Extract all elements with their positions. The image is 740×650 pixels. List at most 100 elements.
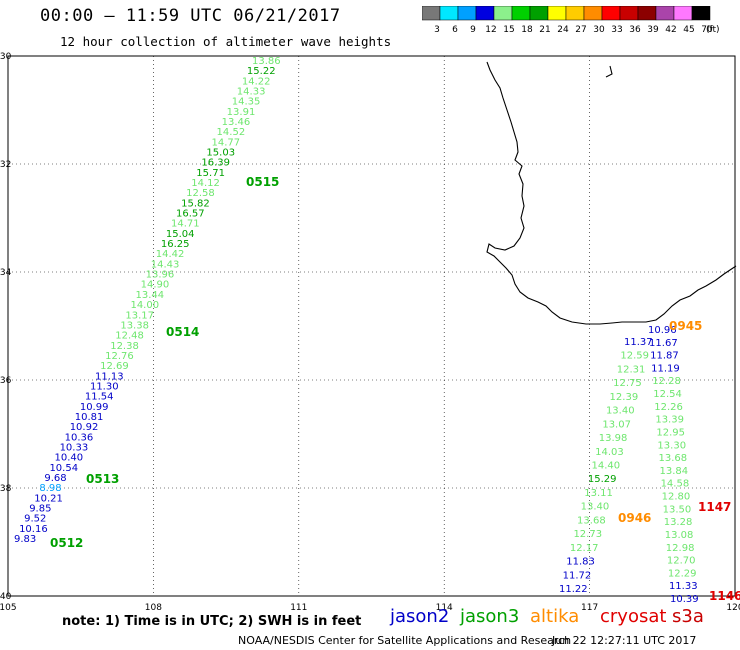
colorbar-label: 70 [701,25,713,35]
swh-value: 13.86 [252,56,281,67]
pass-time: 0513 [86,472,119,486]
swh-value: 10.81 [75,412,104,423]
swh-value: 13.30 [657,440,686,451]
map-subtitle: 12 hour collection of altimeter wave hei… [60,34,392,49]
lon-tick-label: 108 [145,603,162,613]
swh-value: 11.13 [95,371,124,382]
swh-value: 13.50 [663,504,692,515]
legend-cryosat: cryosat [600,606,667,627]
swh-value: 14.71 [171,219,200,230]
colorbar-label: 39 [647,25,659,35]
inland-feature [605,65,613,78]
lat-tick-label: -36 [0,376,12,386]
swh-value: 16.25 [161,239,190,250]
swh-value: 13.07 [602,419,631,430]
swh-value: 11.33 [669,581,698,592]
colorbar-label: 42 [665,25,676,35]
swh-value: 13.17 [125,310,154,321]
swh-value: 12.39 [610,392,639,403]
colorbar-label: 36 [629,25,641,35]
swh-value: 12.73 [573,529,602,540]
swh-value: 10.99 [80,402,109,413]
swh-value: 12.54 [653,389,682,400]
lat-tick-label: -38 [0,484,12,494]
swh-value: 14.33 [237,87,266,98]
swh-value: 16.39 [201,158,230,169]
swh-value: 16.57 [176,209,205,220]
swh-value: 14.40 [592,461,621,472]
pass-time: 0515 [246,175,279,189]
swh-value: 12.80 [662,492,691,503]
legend-jason2: jason2 [390,606,450,627]
colorbar-label: 9 [470,25,476,35]
lon-tick-label: 114 [436,603,453,613]
swh-value: 12.95 [656,427,685,438]
colorbar-label: 45 [683,25,694,35]
legend-altika: altika [530,606,580,627]
swh-value: 15.29 [588,474,617,485]
swh-value: 10.21 [34,493,63,504]
swh-value: 14.03 [595,447,624,458]
swh-value: 12.59 [620,351,649,362]
swh-value: 12.69 [100,361,129,372]
swh-value: 13.98 [599,433,628,444]
swh-value: 10.36 [65,432,94,443]
swh-value: 11.67 [649,338,678,349]
swh-value: 12.98 [666,543,695,554]
swh-value: 12.58 [186,188,215,199]
colorbar-label: 30 [593,25,605,35]
swh-value: 15.03 [206,148,235,159]
swh-value: 10.16 [19,524,48,535]
swh-value: 13.68 [577,515,606,526]
lat-tick-label: -40 [0,592,12,602]
swh-value: 12.26 [654,402,683,413]
lat-tick-label: -30 [0,52,12,62]
swh-value: 14.52 [217,127,246,138]
swh-value: 11.87 [650,351,679,362]
swh-value: 10.40 [55,453,84,464]
swh-value: 13.28 [664,517,693,528]
swh-value: 11.19 [651,363,680,374]
swh-value: 14.35 [232,97,261,108]
swh-value: 9.68 [44,473,66,484]
swh-value: 11.30 [90,381,119,392]
colorbar-swatch [691,6,711,21]
swh-value: 14.12 [191,178,220,189]
pass-time: 1146 [709,589,740,603]
swh-value: 12.29 [668,568,697,579]
swh-value: 11.22 [559,584,588,595]
pass-time: 0512 [50,536,83,550]
swh-value: 8.98 [39,483,61,494]
pass-time: 0514 [166,325,199,339]
swh-value: 10.39 [670,594,699,605]
legend-s3a: s3a [672,606,704,627]
swh-value: 13.91 [227,107,256,118]
map-frame [7,55,736,597]
swh-value: 11.54 [85,392,114,403]
swh-value: 15.71 [196,168,225,179]
pass-time: 0945 [669,319,702,333]
colorbar-label: 3 [434,25,440,35]
credit-line: NOAA/NESDIS Center for Satellite Applica… [238,634,572,647]
lat-tick-label: -34 [0,268,12,278]
colorbar-label: 6 [452,25,458,35]
swh-value: 13.38 [120,320,149,331]
colorbar-label: 15 [503,25,514,35]
swh-value: 14.43 [151,259,180,270]
generated-timestamp: Jun 22 12:27:11 UTC 2017 [552,634,697,647]
colorbar-label: 21 [539,25,550,35]
swh-value: 13.44 [136,290,165,301]
swh-value: 13.40 [606,406,635,417]
swh-value: 13.84 [660,466,689,477]
swh-value: 11.83 [566,557,595,568]
colorbar-unit: (ft) [706,25,720,35]
swh-value: 12.76 [105,351,134,362]
pass-time: 0946 [618,511,651,525]
swh-value: 9.85 [29,503,51,514]
swh-value: 14.90 [141,280,170,291]
swh-value: 13.08 [665,530,694,541]
swh-value: 14.77 [211,137,240,148]
swh-value: 11.37 [624,337,653,348]
swh-value: 12.70 [667,556,696,567]
swh-value: 9.52 [24,514,46,525]
